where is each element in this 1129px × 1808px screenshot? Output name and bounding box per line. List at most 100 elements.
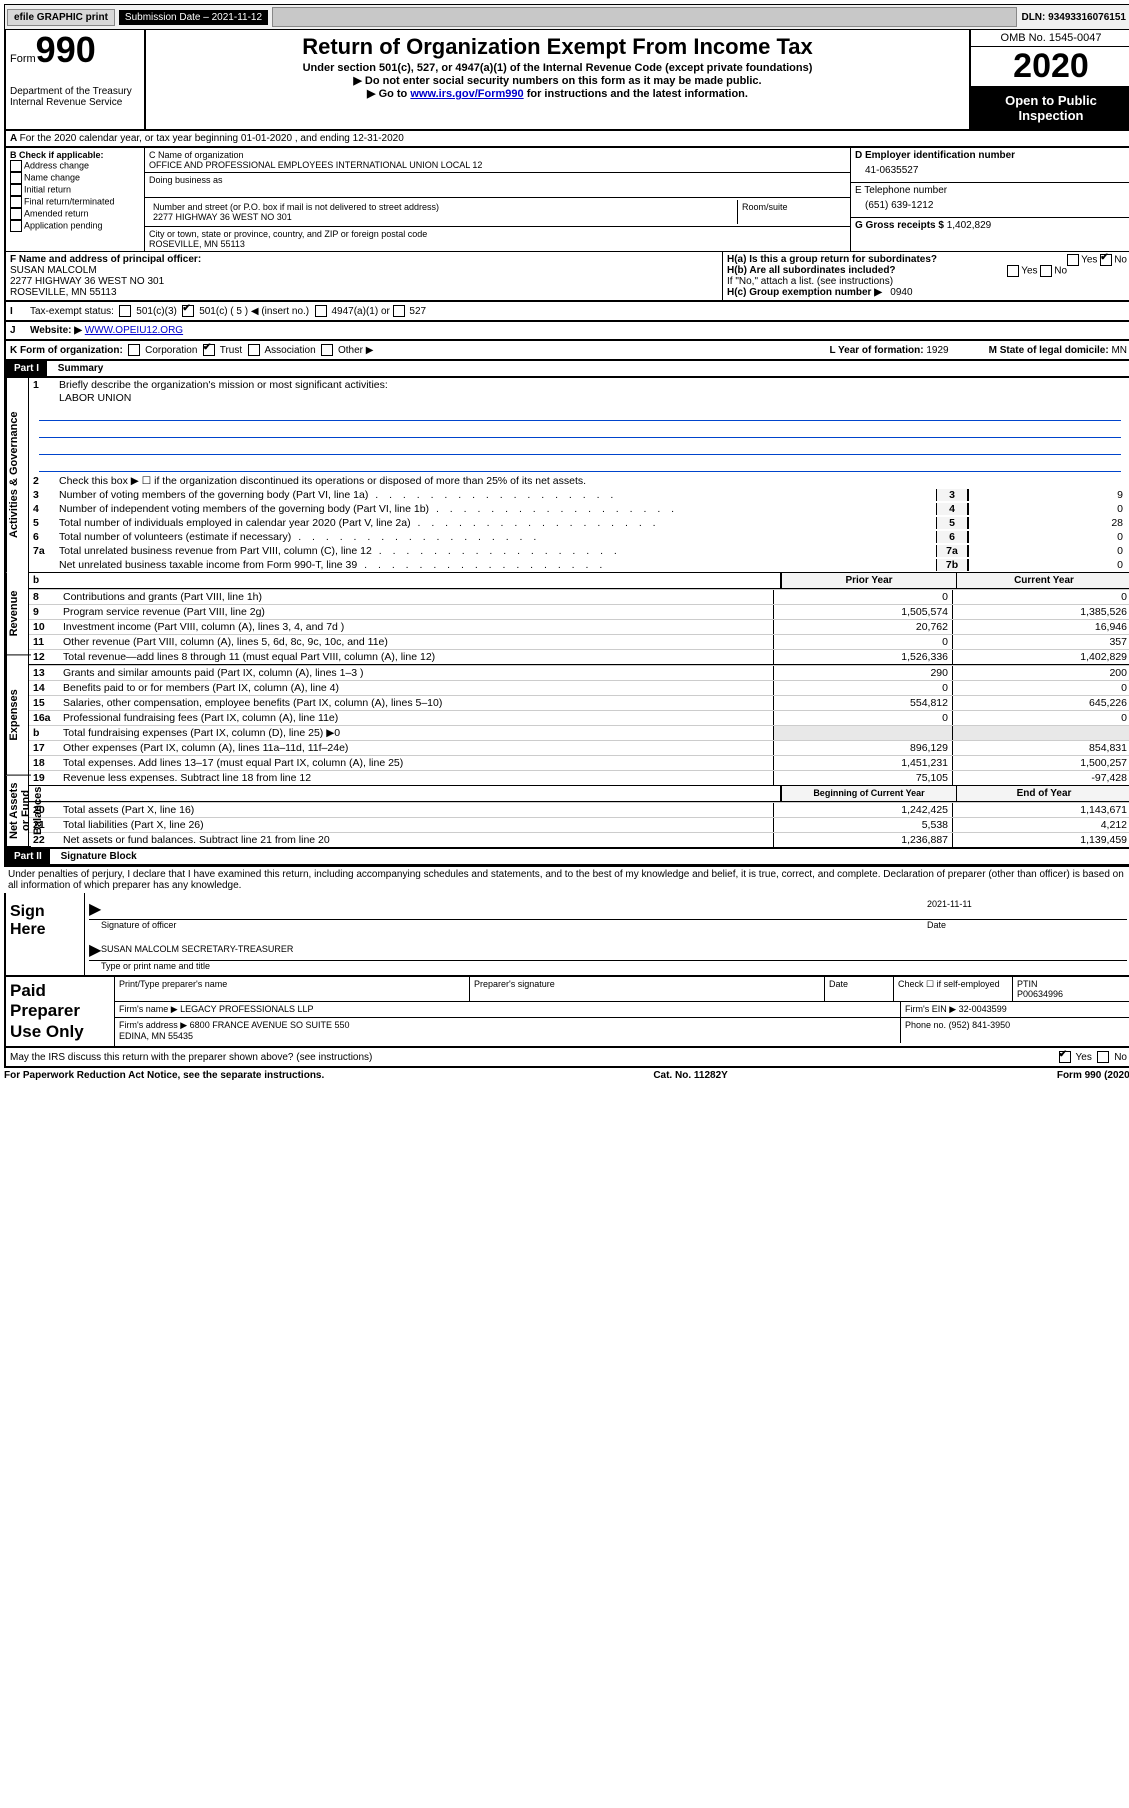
summary-line-13: 13Grants and similar amounts paid (Part … — [29, 665, 1129, 680]
row-f-h: F Name and address of principal officer:… — [4, 251, 1129, 302]
c-city-label: City or town, state or province, country… — [149, 229, 846, 239]
cb-final-return[interactable] — [10, 196, 22, 208]
cb-ha-no[interactable] — [1100, 254, 1112, 266]
row-j-website: J Website: ▶ WWW.OPEIU12.ORG — [4, 322, 1129, 341]
cb-address-change[interactable] — [10, 160, 22, 172]
footer-pra: For Paperwork Reduction Act Notice, see … — [4, 1070, 324, 1081]
j-label: Website: ▶ — [30, 325, 82, 336]
vtab-expenses: Expenses — [6, 655, 31, 776]
col-b-checkboxes: B Check if applicable: Address change Na… — [6, 148, 145, 251]
col-b-lbl: b — [33, 575, 39, 586]
summary-line-11: 11Other revenue (Part VIII, column (A), … — [29, 634, 1129, 649]
sign-content: ▶ 2021-11-11 Signature of officer Date ▶… — [85, 893, 1129, 975]
cb-app-pending[interactable] — [10, 220, 22, 232]
lbl-501c3: 501(c)(3) — [136, 306, 177, 317]
part1-header-row: Part I Summary — [4, 361, 1129, 378]
cb-501c[interactable] — [182, 305, 194, 317]
discuss-row: May the IRS discuss this return with the… — [4, 1048, 1129, 1068]
summary-line-7a: 7aTotal unrelated business revenue from … — [29, 544, 1129, 558]
lbl-assoc: Association — [265, 345, 316, 356]
instr2-pre: ▶ Go to — [367, 88, 410, 100]
summary-line-22: 22Net assets or fund balances. Subtract … — [29, 832, 1129, 847]
arrow-icon: ▶ — [89, 899, 101, 919]
l-val: 1929 — [926, 345, 948, 356]
e-label: E Telephone number — [855, 185, 1127, 196]
lbl-no2: No — [1054, 266, 1067, 277]
form-title: Return of Organization Exempt From Incom… — [150, 34, 965, 60]
lbl-501c: 501(c) ( 5 ) ◀ (insert no.) — [199, 306, 309, 317]
lbl-address-change: Address change — [24, 160, 89, 170]
lbl-final-return: Final return/terminated — [24, 196, 115, 206]
prep-c2: Preparer's signature — [470, 977, 825, 1001]
summary-line-5: 5Total number of individuals employed in… — [29, 516, 1129, 530]
cb-ha-yes[interactable] — [1067, 254, 1079, 266]
prep-firm: LEGACY PROFESSIONALS LLP — [180, 1004, 313, 1014]
summary-line-19: 19Revenue less expenses. Subtract line 1… — [29, 770, 1129, 785]
summary-line-6: 6Total number of volunteers (estimate if… — [29, 530, 1129, 544]
prep-phone-lbl: Phone no. — [905, 1020, 946, 1030]
mission-line-1 — [39, 406, 1121, 421]
l1-label: Briefly describe the organization's miss… — [59, 379, 1127, 391]
cb-discuss-yes[interactable] — [1059, 1051, 1071, 1063]
form-990-number: 990 — [36, 29, 96, 70]
cb-amended-return[interactable] — [10, 208, 22, 220]
l1-mission: LABOR UNION — [29, 392, 1129, 404]
irs-link[interactable]: www.irs.gov/Form990 — [410, 88, 523, 100]
footer: For Paperwork Reduction Act Notice, see … — [4, 1068, 1129, 1083]
vtab-netassets: Net Assets or Fund Balances — [6, 776, 31, 847]
footer-cat: Cat. No. 11282Y — [653, 1070, 727, 1081]
prep-phone: (952) 841-3950 — [949, 1020, 1011, 1030]
cb-hb-yes[interactable] — [1007, 265, 1019, 277]
summary-content: 1Briefly describe the organization's mis… — [29, 378, 1129, 847]
cb-trust[interactable] — [203, 344, 215, 356]
prep-ein-lbl: Firm's EIN ▶ — [905, 1004, 956, 1014]
hdr-current-year: Current Year — [956, 573, 1129, 588]
lbl-amended-return: Amended return — [24, 208, 89, 218]
cb-discuss-no[interactable] — [1097, 1051, 1109, 1063]
sign-name-label: Type or print name and title — [89, 961, 1127, 971]
lbl-527: 527 — [409, 306, 426, 317]
sign-date: 2021-11-11 — [927, 899, 1127, 919]
c-org-name: OFFICE AND PROFESSIONAL EMPLOYEES INTERN… — [149, 160, 846, 170]
hc-val: 0940 — [890, 287, 912, 298]
omb-number: OMB No. 1545-0047 — [971, 30, 1129, 47]
lbl-other: Other ▶ — [338, 345, 373, 356]
summary-line-18: 18Total expenses. Add lines 13–17 (must … — [29, 755, 1129, 770]
website-link[interactable]: WWW.OPEIU12.ORG — [85, 325, 183, 336]
preparer-label: Paid Preparer Use Only — [6, 977, 115, 1046]
hb-note: If "No," attach a list. (see instruction… — [727, 276, 1127, 287]
summary-line-20: 20Total assets (Part X, line 16)1,242,42… — [29, 802, 1129, 817]
instr-1: ▶ Do not enter social security numbers o… — [150, 74, 965, 87]
prep-ptin-lbl: PTIN — [1017, 979, 1038, 989]
hdr-prior-year: Prior Year — [781, 573, 956, 588]
cb-name-change[interactable] — [10, 172, 22, 184]
b-header: B Check if applicable: — [10, 150, 140, 160]
cb-hb-no[interactable] — [1040, 265, 1052, 277]
cb-corp[interactable] — [128, 344, 140, 356]
cb-527[interactable] — [393, 305, 405, 317]
section-b-g: B Check if applicable: Address change Na… — [4, 148, 1129, 251]
penalties-text: Under penalties of perjury, I declare th… — [4, 866, 1129, 893]
efile-print-button[interactable]: efile GRAPHIC print — [7, 9, 115, 26]
mission-line-4 — [39, 457, 1121, 472]
prep-ein: 32-0043599 — [959, 1004, 1007, 1014]
lbl-app-pending: Application pending — [24, 220, 103, 230]
cb-501c3[interactable] — [119, 305, 131, 317]
summary-line-3: 3Number of voting members of the governi… — [29, 488, 1129, 502]
m-val: MN — [1111, 345, 1127, 356]
c-room-label: Room/suite — [738, 200, 846, 224]
lbl-yes2: Yes — [1021, 266, 1037, 277]
sign-sig-label: Signature of officer — [101, 920, 927, 930]
c-addr-label: Number and street (or P.O. box if mail i… — [153, 202, 733, 212]
summary-line-7b: Net unrelated business taxable income fr… — [29, 558, 1129, 572]
part1-badge: Part I — [6, 361, 47, 376]
c-name-label: C Name of organization — [149, 150, 846, 160]
cb-other[interactable] — [321, 344, 333, 356]
e-phone: (651) 639-1212 — [855, 196, 1127, 215]
cb-4947[interactable] — [315, 305, 327, 317]
cb-assoc[interactable] — [248, 344, 260, 356]
instr2-post: for instructions and the latest informat… — [524, 88, 748, 100]
cb-initial-return[interactable] — [10, 184, 22, 196]
col-d-g: D Employer identification number 41-0635… — [851, 148, 1129, 251]
summary-line-12: 12Total revenue—add lines 8 through 11 (… — [29, 649, 1129, 664]
